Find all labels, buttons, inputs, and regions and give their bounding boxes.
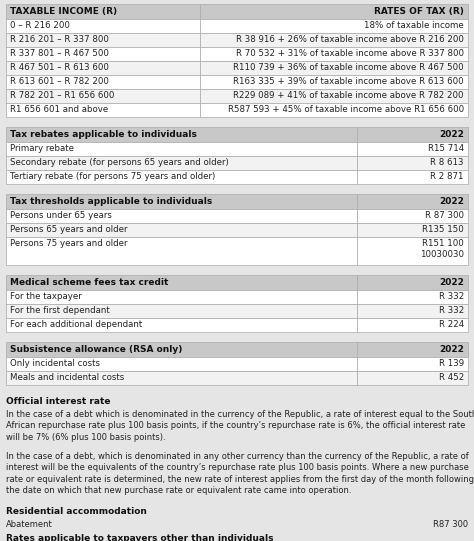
Text: R151 100
10030030: R151 100 10030030 [420, 239, 464, 259]
Bar [357, 304, 468, 318]
Bar [357, 318, 468, 332]
Text: Meals and incidental costs: Meals and incidental costs [10, 373, 124, 382]
Bar [6, 290, 357, 304]
Bar [200, 47, 468, 61]
Bar [6, 142, 357, 156]
Text: R 332: R 332 [439, 306, 464, 315]
Bar [6, 275, 357, 290]
Bar [200, 75, 468, 89]
Text: R 38 916 + 26% of taxable income above R 216 200: R 38 916 + 26% of taxable income above R… [236, 35, 464, 44]
Text: 2022: 2022 [439, 345, 464, 354]
Bar [6, 318, 357, 332]
Text: Medical scheme fees tax credit: Medical scheme fees tax credit [10, 278, 168, 287]
Text: R 139: R 139 [439, 359, 464, 368]
Bar [6, 357, 357, 371]
Text: For the first dependant: For the first dependant [10, 306, 110, 315]
Text: RATES OF TAX (R): RATES OF TAX (R) [374, 7, 464, 16]
Bar [6, 4, 200, 19]
Bar [6, 61, 200, 75]
Bar [6, 342, 357, 357]
Bar [357, 127, 468, 142]
Text: Abatement: Abatement [6, 520, 53, 529]
Bar [6, 89, 200, 103]
Text: For the taxpayer: For the taxpayer [10, 292, 82, 301]
Text: R 613 601 – R 782 200: R 613 601 – R 782 200 [10, 77, 109, 86]
Text: Secondary rebate (for persons 65 years and older): Secondary rebate (for persons 65 years a… [10, 158, 229, 167]
Bar [357, 142, 468, 156]
Text: Persons 65 years and older: Persons 65 years and older [10, 225, 128, 234]
Bar [357, 275, 468, 290]
Text: R 467 501 – R 613 600: R 467 501 – R 613 600 [10, 63, 109, 72]
Bar [6, 170, 357, 184]
Text: In the case of a debt, which is denominated in any other currency than the curre: In the case of a debt, which is denomina… [6, 452, 474, 496]
Bar [357, 290, 468, 304]
Text: R87 300: R87 300 [433, 520, 468, 529]
Bar [200, 103, 468, 117]
Text: For each additional dependant: For each additional dependant [10, 320, 142, 329]
Text: R 332: R 332 [439, 292, 464, 301]
Text: Subsistence allowance (RSA only): Subsistence allowance (RSA only) [10, 345, 182, 354]
Text: R1 656 601 and above: R1 656 601 and above [10, 105, 108, 114]
Bar [200, 19, 468, 33]
Bar [6, 237, 357, 265]
Text: R587 593 + 45% of taxable income above R1 656 600: R587 593 + 45% of taxable income above R… [228, 105, 464, 114]
Bar [357, 237, 468, 265]
Bar [357, 170, 468, 184]
Text: R 782 201 – R1 656 600: R 782 201 – R1 656 600 [10, 91, 114, 100]
Bar [357, 209, 468, 223]
Bar [200, 33, 468, 47]
Bar [200, 89, 468, 103]
Bar [6, 127, 357, 142]
Bar [6, 33, 200, 47]
Text: R 452: R 452 [439, 373, 464, 382]
Text: R 337 801 – R 467 500: R 337 801 – R 467 500 [10, 49, 109, 58]
Text: R 2 871: R 2 871 [430, 172, 464, 181]
Text: Residential accommodation: Residential accommodation [6, 507, 147, 516]
Text: Tax thresholds applicable to individuals: Tax thresholds applicable to individuals [10, 197, 212, 206]
Bar [6, 209, 357, 223]
Text: R135 150: R135 150 [422, 225, 464, 234]
Text: In the case of a debt which is denominated in the currency of the Republic, a ra: In the case of a debt which is denominat… [6, 410, 474, 442]
Bar [357, 342, 468, 357]
Text: Tertiary rebate (for persons 75 years and older): Tertiary rebate (for persons 75 years an… [10, 172, 215, 181]
Text: 18% of taxable income: 18% of taxable income [364, 21, 464, 30]
Text: R 70 532 + 31% of taxable income above R 337 800: R 70 532 + 31% of taxable income above R… [236, 49, 464, 58]
Bar [6, 223, 357, 237]
Bar [6, 304, 357, 318]
Text: Persons under 65 years: Persons under 65 years [10, 211, 112, 220]
Text: Only incidental costs: Only incidental costs [10, 359, 100, 368]
Text: Persons 75 years and older: Persons 75 years and older [10, 239, 128, 248]
Bar [6, 194, 357, 209]
Bar [357, 371, 468, 385]
Text: Rates applicable to taxpayers other than individuals: Rates applicable to taxpayers other than… [6, 534, 273, 541]
Text: R15 714: R15 714 [428, 144, 464, 153]
Bar [357, 223, 468, 237]
Text: R110 739 + 36% of taxable income above R 467 500: R110 739 + 36% of taxable income above R… [233, 63, 464, 72]
Bar [6, 103, 200, 117]
Text: R 8 613: R 8 613 [430, 158, 464, 167]
Text: Primary rebate: Primary rebate [10, 144, 74, 153]
Text: R 216 201 – R 337 800: R 216 201 – R 337 800 [10, 35, 109, 44]
Text: Official interest rate: Official interest rate [6, 397, 110, 406]
Bar [357, 357, 468, 371]
Bar [200, 4, 468, 19]
Text: Tax rebates applicable to individuals: Tax rebates applicable to individuals [10, 130, 197, 139]
Bar [6, 75, 200, 89]
Text: R229 089 + 41% of taxable income above R 782 200: R229 089 + 41% of taxable income above R… [234, 91, 464, 100]
Text: 2022: 2022 [439, 278, 464, 287]
Bar [6, 47, 200, 61]
Bar [6, 156, 357, 170]
Text: TAXABLE INCOME (R): TAXABLE INCOME (R) [10, 7, 117, 16]
Bar [6, 371, 357, 385]
Text: R163 335 + 39% of taxable income above R 613 600: R163 335 + 39% of taxable income above R… [233, 77, 464, 86]
Bar [200, 61, 468, 75]
Bar [357, 194, 468, 209]
Text: R 87 300: R 87 300 [425, 211, 464, 220]
Text: 2022: 2022 [439, 197, 464, 206]
Bar [6, 19, 200, 33]
Text: R 224: R 224 [439, 320, 464, 329]
Bar [357, 156, 468, 170]
Text: 2022: 2022 [439, 130, 464, 139]
Text: 0 – R 216 200: 0 – R 216 200 [10, 21, 70, 30]
